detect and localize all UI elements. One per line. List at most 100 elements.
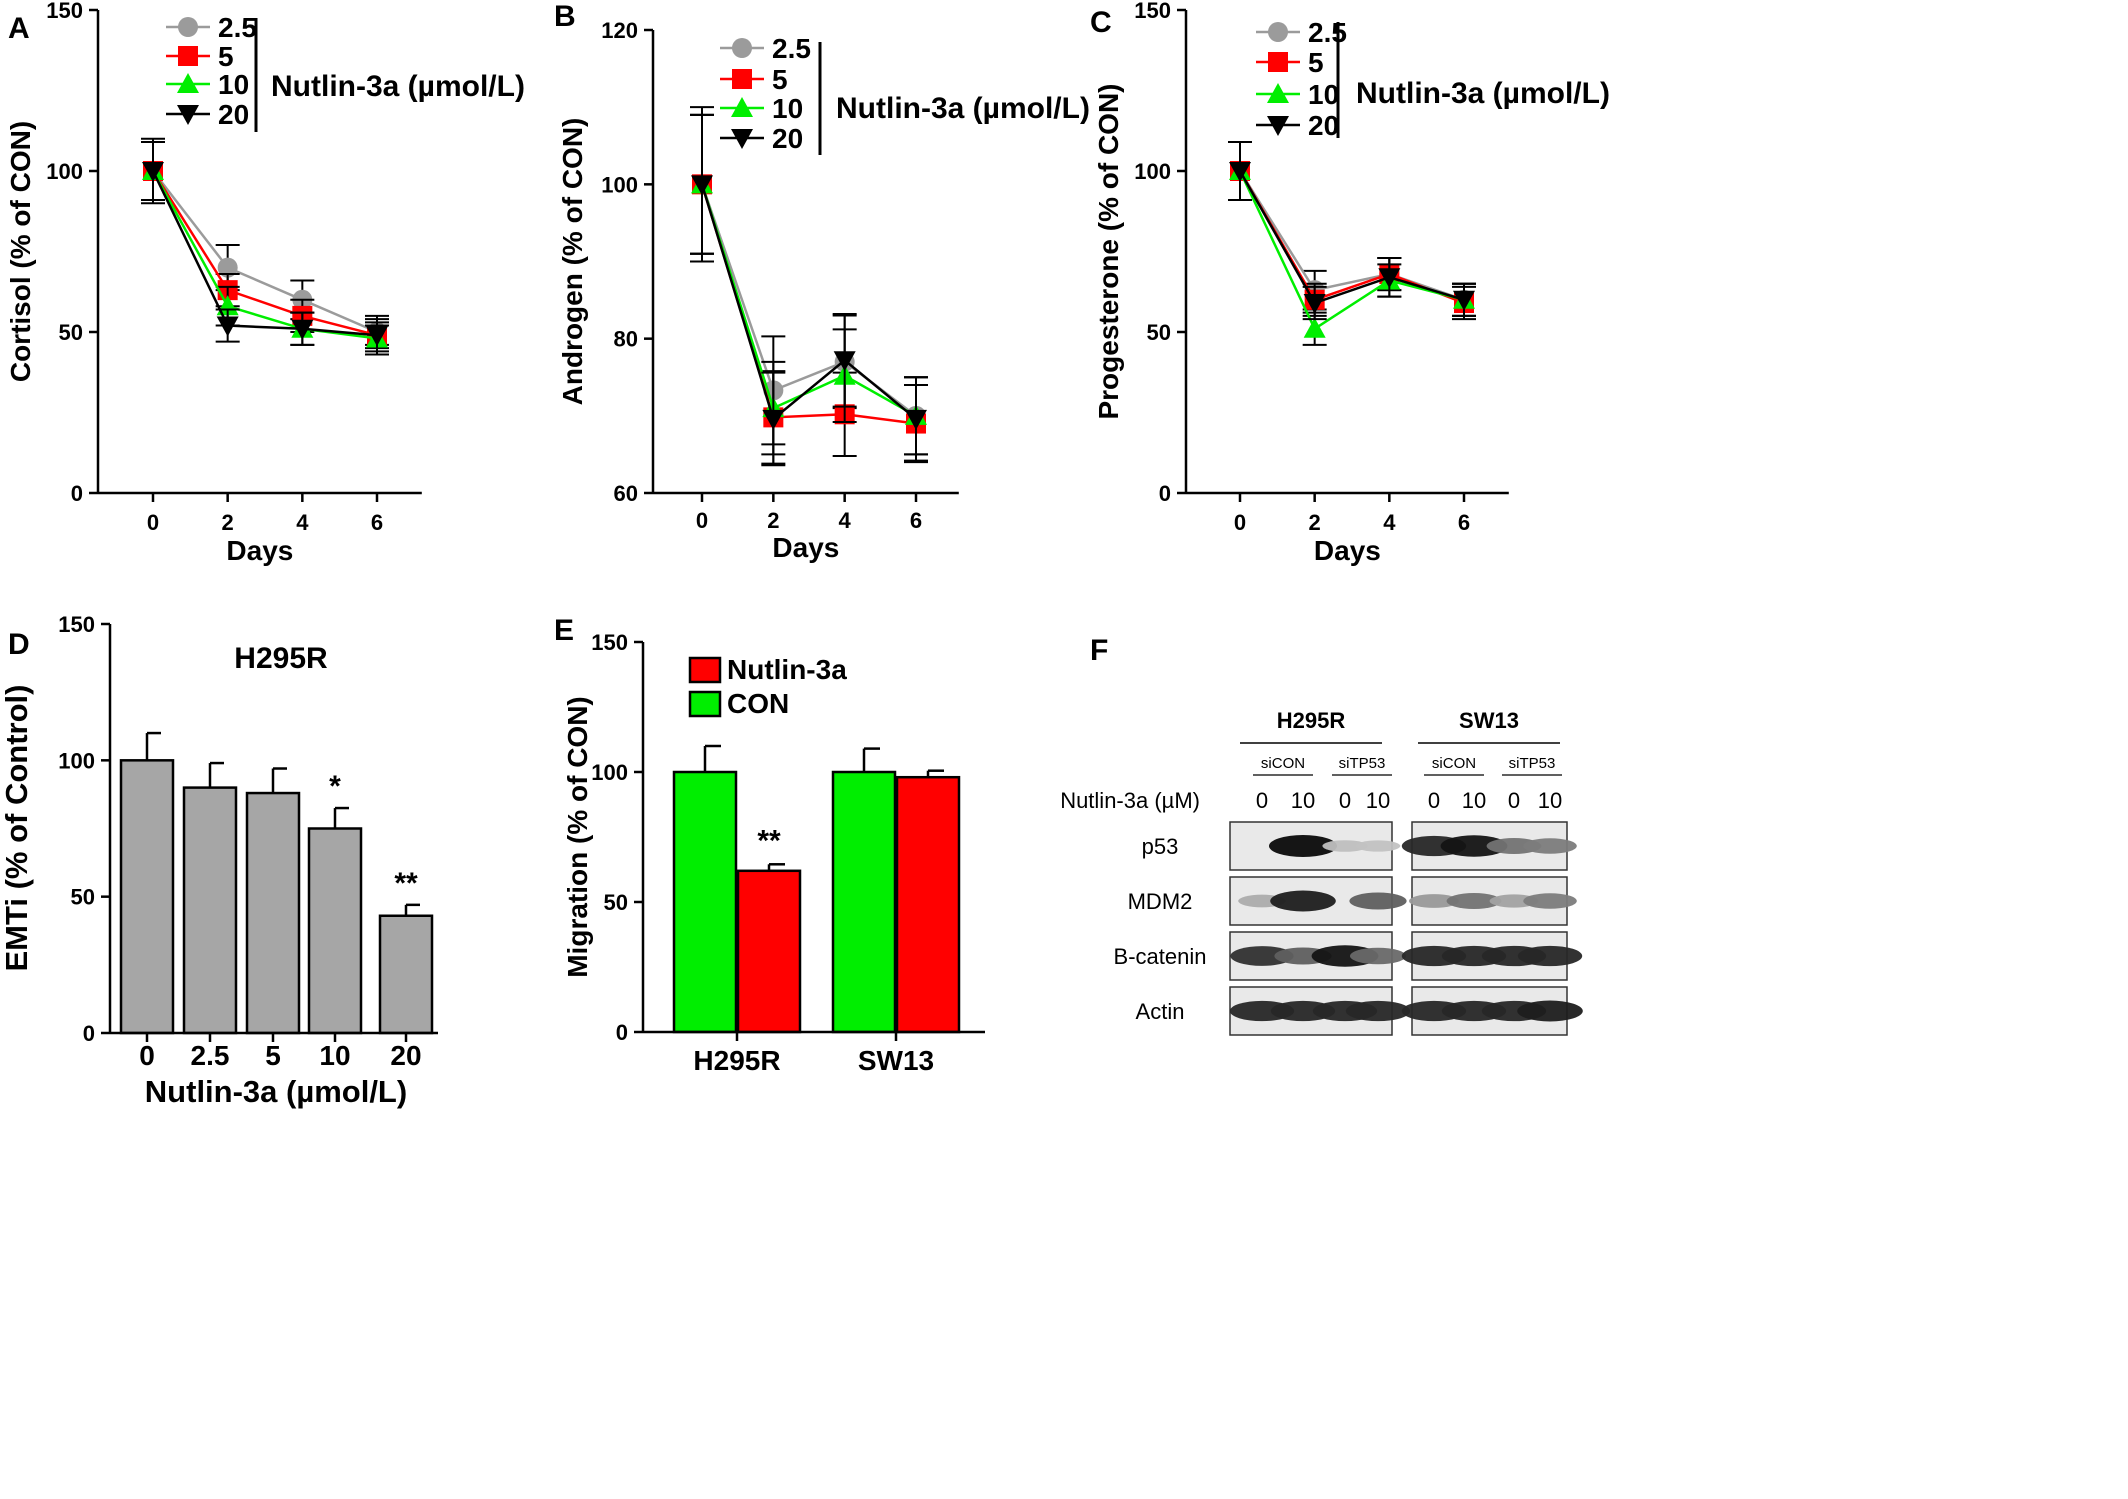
blot-row-label: Actin — [1136, 999, 1185, 1024]
y-tick-label: 100 — [591, 760, 628, 785]
y-tick-label: 50 — [71, 885, 95, 910]
sirna-group-label: siCON — [1432, 755, 1476, 772]
legend-title: Nutlin-3a (µmol/L) — [836, 92, 1090, 125]
series-line — [1238, 170, 1465, 301]
y-tick-label: 100 — [1134, 159, 1171, 184]
series-line — [151, 170, 378, 337]
data-point — [762, 409, 785, 430]
legend-marker — [178, 46, 198, 66]
x-tick-label: 2.5 — [191, 1040, 230, 1071]
x-tick-label: 0 — [147, 510, 159, 535]
blot-row-label: p53 — [1142, 834, 1179, 859]
x-axis-title: Days — [226, 535, 293, 566]
legend-marker — [1268, 52, 1288, 72]
legend-title: Nutlin-3a (µmol/L) — [271, 70, 525, 103]
blot-band — [1322, 840, 1368, 852]
blot-band — [1345, 1000, 1411, 1022]
legend-marker — [178, 17, 198, 37]
dose-label: 10 — [1538, 788, 1562, 813]
blot-band — [1517, 945, 1583, 967]
panel-letter: A — [8, 12, 30, 45]
legend-label: 2.5 — [1308, 17, 1347, 48]
panel-title: H295R — [234, 642, 328, 675]
panel-letter: D — [8, 628, 30, 661]
x-tick-label: 6 — [1458, 510, 1470, 535]
legend-label: 5 — [772, 64, 788, 95]
y-tick-label: 0 — [83, 1021, 95, 1046]
legend-label: 20 — [218, 99, 249, 130]
data-point — [1229, 162, 1251, 182]
y-tick-label: 0 — [1159, 481, 1171, 506]
panel-c: C 0 50 100 150 0 2 4 6 Days Progesterone (% of CON… — [1090, 0, 1610, 566]
bar-2.5 — [182, 786, 238, 1035]
data-point — [1303, 294, 1326, 315]
data-point — [291, 319, 314, 340]
y-tick-label: 0 — [71, 481, 83, 506]
x-tick-label: 2 — [1309, 510, 1321, 535]
legend-marker — [1268, 22, 1288, 42]
legend-label: 20 — [772, 123, 803, 154]
data-point — [1303, 317, 1326, 338]
significance-mark: ** — [757, 824, 781, 857]
series-line — [1238, 170, 1465, 331]
series-20 — [690, 113, 928, 467]
dose-label: 10 — [1462, 788, 1486, 813]
legend-marker — [1267, 83, 1289, 103]
y-axis-title: EMTi (% of Control) — [0, 685, 34, 972]
cell-line-label: SW13 — [1459, 708, 1519, 733]
legend-marker — [732, 69, 752, 89]
y-tick-label: 150 — [591, 630, 628, 655]
x-tick-label: 10 — [319, 1040, 350, 1071]
panel-f: F H295R SW13 siCON siTP53 siCON siTP53 Nutlin-3… — [1060, 634, 1583, 1036]
blot-band — [1355, 840, 1401, 852]
cell-line-label: H295R — [1277, 708, 1346, 733]
blot-band — [1270, 890, 1336, 912]
bar-10 — [307, 827, 363, 1035]
panel-letter: F — [1090, 634, 1108, 667]
series-20 — [1228, 141, 1476, 321]
legend-marker — [732, 38, 752, 58]
data-point — [691, 175, 713, 196]
data-point — [1453, 290, 1475, 311]
bar-H295R-CON — [672, 770, 738, 1034]
dose-label: 0 — [1508, 788, 1520, 813]
data-point — [216, 316, 239, 337]
panel-b: B 60 80 100 120 0 2 4 6 Days Androgen (% of CON) 2.… — [554, 0, 1090, 563]
blot-band — [1517, 1000, 1583, 1022]
y-axis-title: Cortisol (% of CON) — [5, 121, 36, 382]
legend-marker — [177, 73, 199, 93]
y-axis-title: Progesterone (% of CON) — [1093, 83, 1124, 419]
x-tick-label: 4 — [296, 510, 309, 535]
legend-marker — [731, 129, 753, 149]
dose-label: 0 — [1428, 788, 1440, 813]
y-tick-label: 50 — [59, 320, 83, 345]
legend-marker — [177, 105, 199, 125]
legend-label: 10 — [1308, 79, 1339, 110]
legend-label: 10 — [772, 93, 803, 124]
y-tick-label: 60 — [614, 481, 638, 506]
dose-label: 10 — [1291, 788, 1315, 813]
legend-swatch — [688, 656, 722, 684]
data-point — [1378, 268, 1401, 289]
data-point — [142, 162, 164, 182]
blot-band — [1269, 835, 1337, 857]
series-line — [1238, 170, 1465, 305]
legend-label: 20 — [1308, 110, 1339, 141]
data-point — [217, 257, 238, 278]
y-tick-label: 120 — [601, 18, 638, 43]
x-axis-title: Days — [772, 532, 839, 563]
data-point — [366, 326, 388, 347]
x-tick-label: 2 — [222, 510, 234, 535]
blot-band — [1523, 838, 1577, 854]
x-tick-label: 2 — [767, 508, 779, 533]
x-tick-label: 20 — [390, 1040, 421, 1071]
sirna-group-label: siCON — [1261, 755, 1305, 772]
panel-letter: B — [554, 0, 576, 33]
x-tick-label: H295R — [693, 1045, 780, 1076]
bar-SW13-CON — [831, 770, 897, 1034]
blot-band — [1409, 894, 1459, 908]
bar-H295R-Nutlin-3a — [736, 869, 802, 1034]
